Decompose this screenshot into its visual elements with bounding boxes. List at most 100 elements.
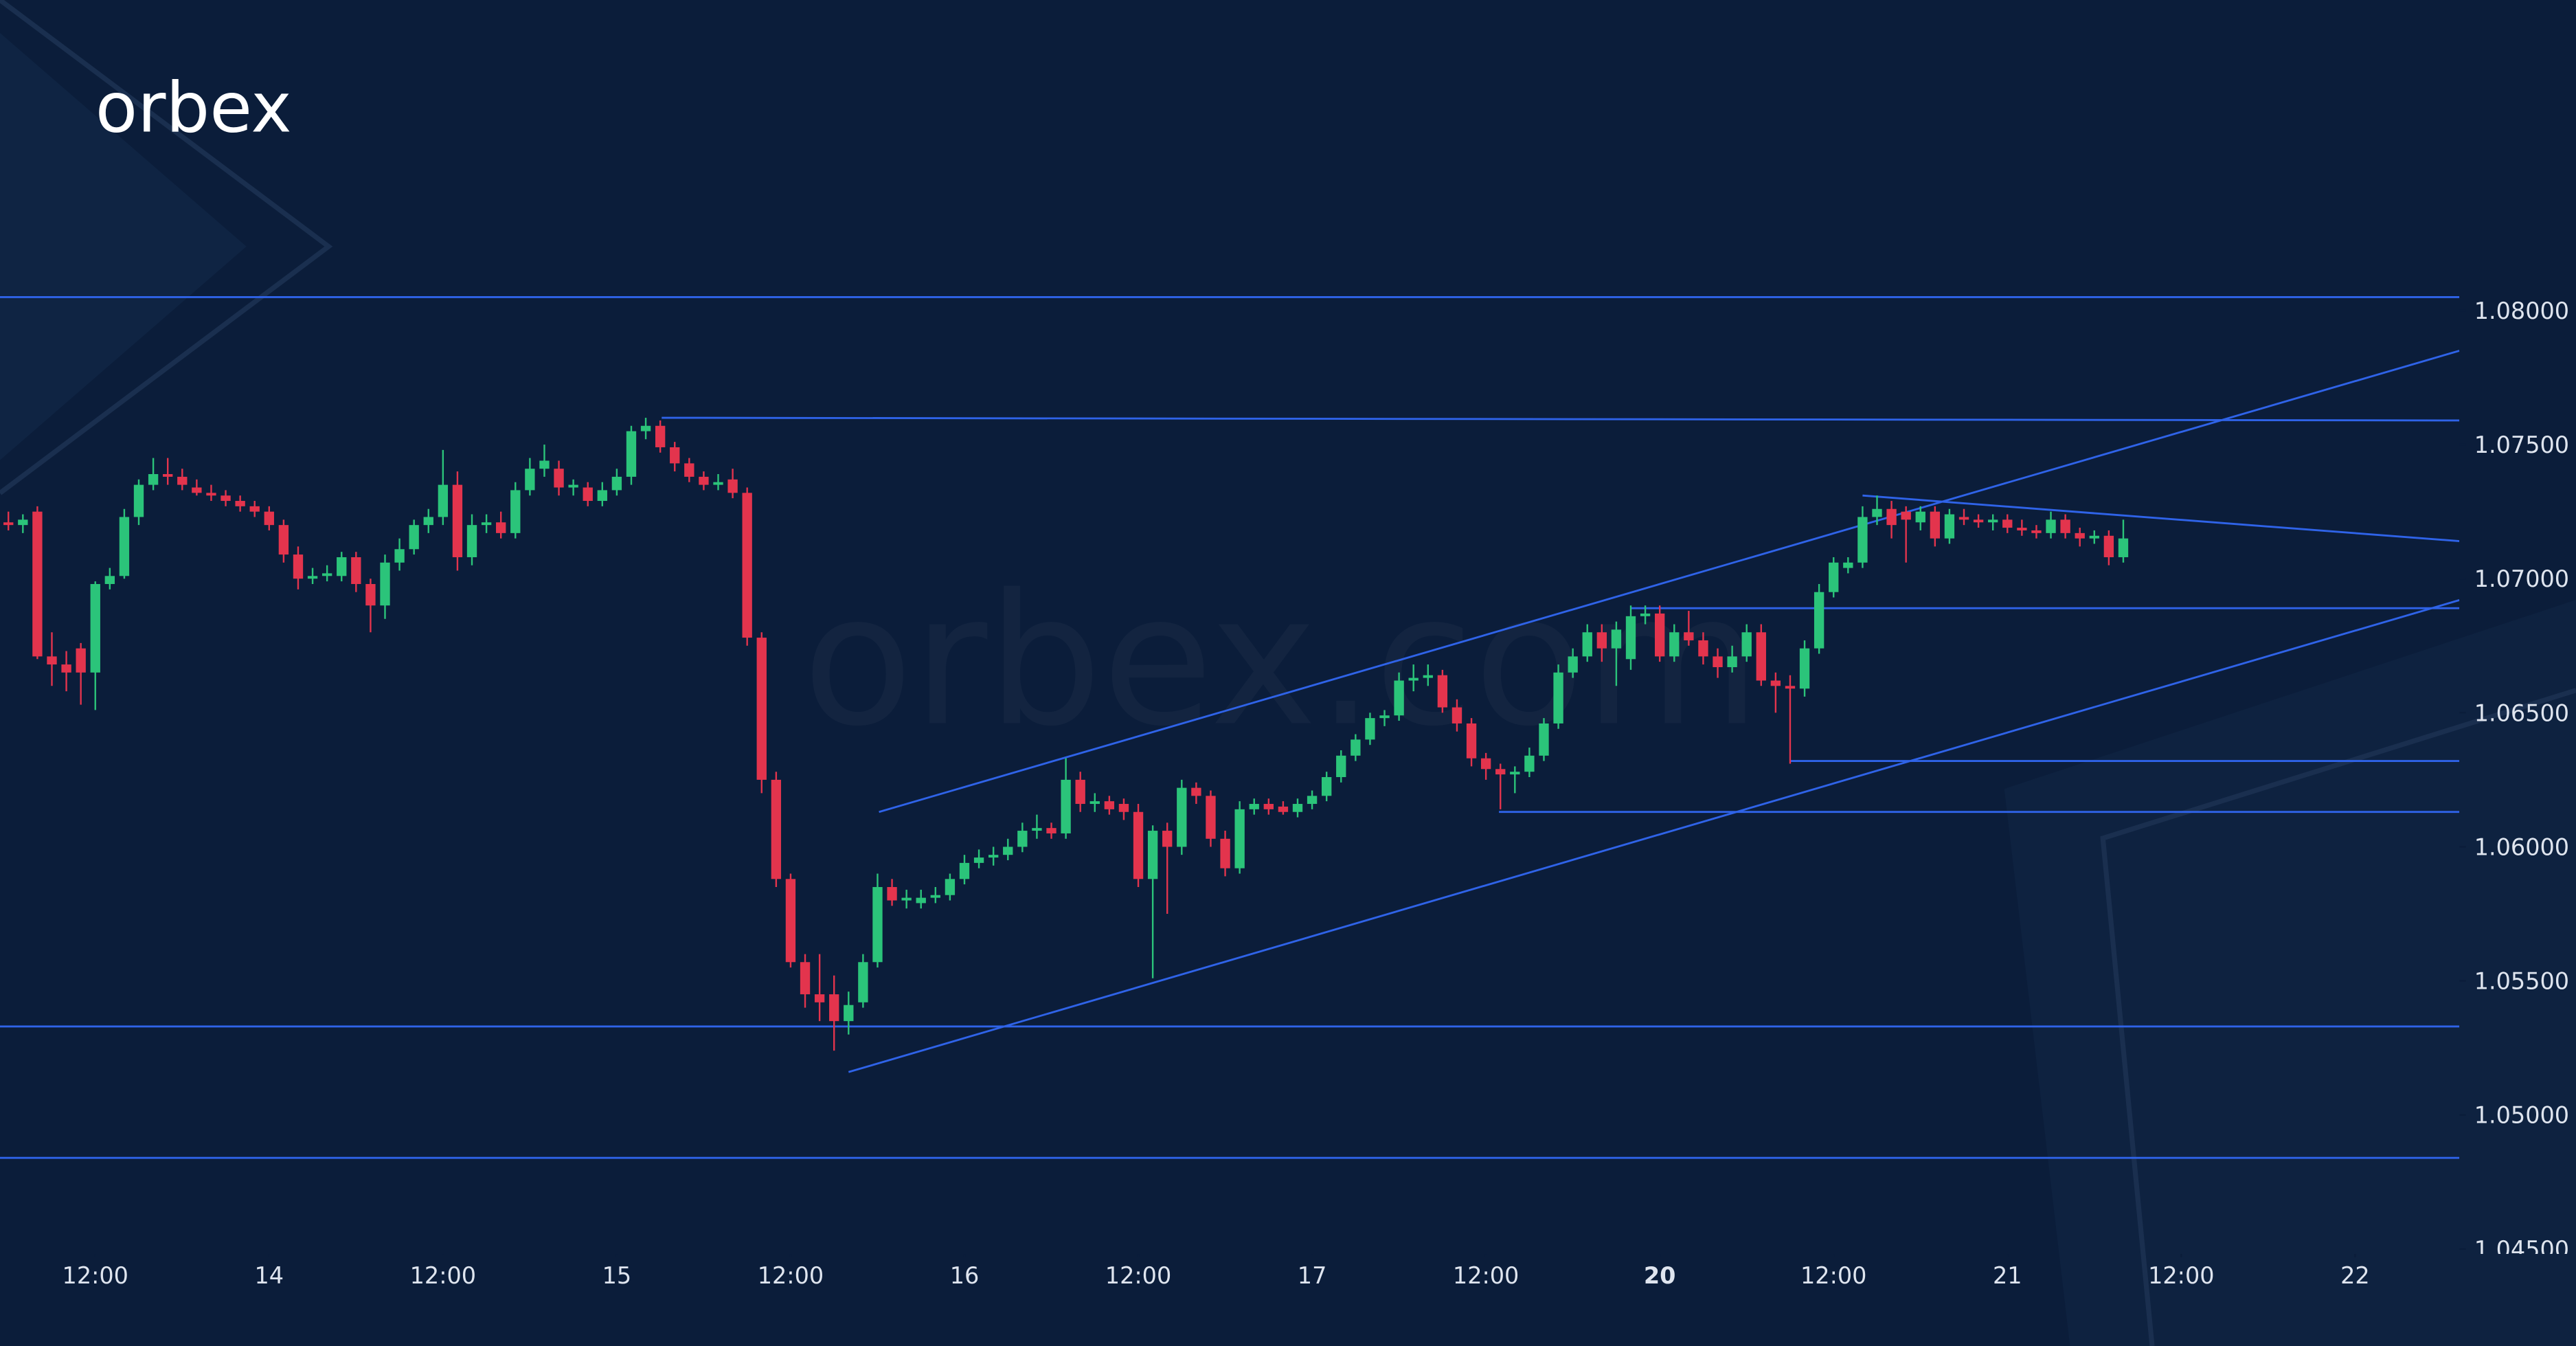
candle-body bbox=[47, 656, 57, 665]
candle-body bbox=[61, 664, 71, 673]
candle-body bbox=[90, 584, 100, 673]
candle-body bbox=[1423, 675, 1433, 678]
candle-body bbox=[1799, 648, 1810, 689]
candle-body bbox=[554, 469, 564, 488]
candle-body bbox=[597, 490, 607, 502]
candle-body bbox=[1220, 838, 1230, 868]
candle-body bbox=[1640, 613, 1651, 616]
candle-body bbox=[1727, 656, 1737, 667]
candle-body bbox=[18, 519, 28, 526]
candle-body bbox=[2060, 519, 2070, 533]
candle-body bbox=[800, 962, 811, 995]
candle-body bbox=[1292, 804, 1303, 812]
candle-body bbox=[1307, 796, 1318, 805]
candle-body bbox=[1032, 828, 1042, 831]
candle-body bbox=[742, 493, 752, 638]
candle-body bbox=[119, 517, 130, 576]
candles bbox=[3, 418, 2129, 1051]
candle-body bbox=[959, 862, 970, 879]
candle-body bbox=[1451, 707, 1462, 724]
candle-body bbox=[1321, 777, 1332, 796]
candle-body bbox=[2089, 535, 2099, 539]
candle-body bbox=[930, 895, 940, 898]
candle-body bbox=[1669, 632, 1680, 657]
candle-body bbox=[858, 962, 868, 1002]
candle-body bbox=[1480, 758, 1491, 770]
candle-body bbox=[2118, 538, 2129, 557]
candle-body bbox=[525, 469, 535, 491]
candle-body bbox=[756, 638, 767, 780]
candle-body bbox=[235, 501, 245, 506]
candle-body bbox=[1379, 715, 1390, 719]
candle-body bbox=[814, 994, 825, 1002]
candle-body bbox=[1930, 511, 1941, 539]
y-tick-label: 1.04500 bbox=[2474, 1236, 2569, 1263]
x-tick-label: 12:00 bbox=[1105, 1262, 1171, 1289]
candle-body bbox=[655, 425, 666, 447]
candle-body bbox=[1915, 511, 1925, 523]
x-tick-label: 20 bbox=[1644, 1262, 1676, 1289]
candle-body bbox=[945, 879, 956, 895]
candle-body bbox=[510, 490, 521, 533]
candle-body bbox=[1162, 831, 1173, 847]
y-axis: 1.04500 1.05000 1.05500 1.06000 1.06500 1.070… bbox=[2459, 298, 2569, 1263]
candle-body bbox=[148, 473, 159, 485]
candle-body bbox=[1408, 677, 1419, 681]
candle-body bbox=[438, 484, 449, 517]
drawing-line bbox=[1862, 494, 2460, 542]
candle-body bbox=[1582, 632, 1592, 657]
candle-body bbox=[901, 897, 912, 901]
candle-body bbox=[1958, 517, 1969, 520]
candle-body bbox=[481, 522, 492, 526]
candle-body bbox=[133, 484, 144, 517]
candle-body bbox=[771, 779, 782, 879]
candle-body bbox=[365, 584, 376, 606]
candle-body bbox=[1625, 616, 1636, 660]
candle-body bbox=[1568, 656, 1578, 673]
candle-body bbox=[988, 855, 999, 858]
candle-body bbox=[844, 1005, 854, 1022]
candle-body bbox=[380, 562, 390, 606]
candle-body bbox=[1351, 739, 1361, 756]
candle-body bbox=[973, 857, 984, 863]
candle-body bbox=[32, 511, 43, 657]
candle-body bbox=[2002, 519, 2013, 528]
candle-body bbox=[1770, 680, 1781, 686]
candle-body bbox=[409, 525, 419, 550]
x-tick-label: 17 bbox=[1298, 1262, 1327, 1289]
drawing-line bbox=[879, 350, 2460, 814]
y-tick-label: 1.06500 bbox=[2474, 699, 2569, 726]
candle-body bbox=[496, 522, 506, 533]
candle-body bbox=[1206, 796, 1216, 839]
candle-body bbox=[1394, 680, 1404, 716]
candle-body bbox=[1988, 519, 1998, 523]
y-tick-label: 1.07500 bbox=[2474, 431, 2569, 458]
candle-body bbox=[916, 897, 926, 904]
y-tick-label: 1.05000 bbox=[2474, 1102, 2569, 1129]
y-tick-label: 1.06000 bbox=[2474, 833, 2569, 860]
candle-body bbox=[626, 431, 637, 477]
candle-body bbox=[887, 887, 897, 901]
candle-body bbox=[452, 484, 463, 557]
x-tick-label: 12:00 bbox=[1453, 1262, 1519, 1289]
candle-body bbox=[727, 479, 738, 493]
candle-body bbox=[1886, 508, 1897, 526]
x-tick-label: 12:00 bbox=[758, 1262, 824, 1289]
candle-body bbox=[1698, 640, 1708, 657]
candle-body bbox=[1147, 831, 1158, 879]
candle-body bbox=[1365, 718, 1375, 740]
candle-body bbox=[1191, 787, 1201, 796]
candle-body bbox=[1901, 511, 1911, 520]
candle-body bbox=[1017, 831, 1028, 847]
candle-body bbox=[293, 554, 304, 579]
candle-body bbox=[684, 463, 694, 477]
candle-body bbox=[583, 487, 593, 502]
candle-body bbox=[1466, 723, 1477, 759]
candle-body bbox=[1263, 804, 1274, 809]
candle-body bbox=[1249, 804, 1259, 809]
candle-body bbox=[163, 473, 173, 477]
x-tick-label: 12:00 bbox=[1800, 1262, 1866, 1289]
candle-body bbox=[1118, 804, 1129, 812]
candle-body bbox=[1857, 517, 1868, 563]
